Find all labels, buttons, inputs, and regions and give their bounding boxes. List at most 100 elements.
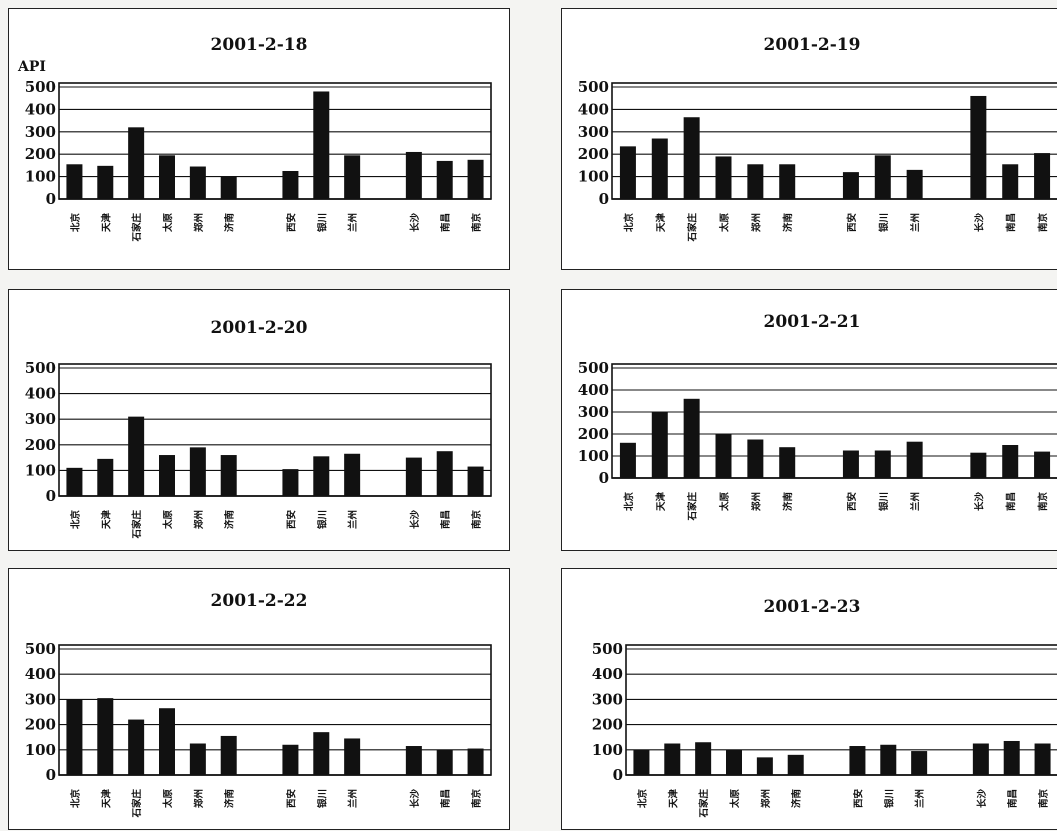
bar (220, 455, 237, 496)
y-tick-label: 400 (25, 665, 56, 683)
y-tick-label: 300 (592, 690, 623, 708)
x-tick-label: 兰州 (347, 789, 359, 808)
bar (715, 434, 732, 478)
y-tick-label: 400 (25, 385, 56, 403)
x-tick-label: 石家庄 (687, 213, 699, 243)
y-tick-label: 100 (25, 461, 56, 479)
bar (651, 138, 668, 199)
bar (970, 452, 987, 478)
bar (282, 171, 299, 199)
x-tick-label: 济南 (791, 789, 803, 809)
y-tick-label: 200 (25, 436, 56, 454)
bar (911, 751, 928, 775)
y-tick-label: 200 (25, 716, 56, 734)
x-tick-label: 郑州 (750, 213, 762, 232)
x-tick-label: 济南 (782, 492, 794, 512)
plot-area (625, 644, 1057, 776)
y-tick-label: 100 (578, 168, 609, 186)
bar (282, 744, 299, 775)
y-tick-label: 100 (25, 168, 56, 186)
y-tick-label: 0 (46, 190, 56, 208)
y-axis-label: API (18, 59, 46, 75)
x-tick-label: 长沙 (973, 213, 985, 233)
bar (972, 743, 989, 775)
bar (467, 466, 484, 496)
bar (220, 735, 237, 775)
bar (619, 146, 636, 199)
bar (842, 450, 859, 478)
x-tick-label: 石家庄 (131, 213, 143, 243)
y-tick-label: 500 (25, 640, 56, 658)
x-tick-label: 银川 (878, 213, 890, 232)
bar (906, 169, 923, 199)
bar-chart: 5004003002001000北京 天津 石家庄 太原 郑州 济南 西安 银川 兰州 长沙 南昌南… (592, 640, 1057, 819)
bar (97, 698, 114, 775)
x-tick-label: 天津 (100, 789, 112, 809)
bar (313, 91, 330, 199)
x-tick-label: 太原 (729, 789, 741, 809)
y-tick-label: 400 (25, 100, 56, 118)
bar (1034, 743, 1051, 775)
bar (66, 164, 83, 199)
x-tick-label: 长沙 (409, 789, 421, 809)
bar (1034, 451, 1051, 478)
x-tick-label: 石家庄 (131, 789, 143, 819)
bar-chart: 5004003002001000北京 天津 石家庄 太原 郑州 济南 西安 银川 兰州 长沙 南昌南… (578, 78, 1057, 243)
x-tick-label: 南京 (471, 789, 483, 809)
bar (633, 749, 650, 775)
y-tick-label: 500 (578, 78, 609, 96)
chart-panel-1: 2001-2-18 API 500 400 300 200 100 0 北京 天津 石家庄 太原郑… (8, 8, 510, 270)
bar (664, 743, 681, 775)
x-tick-label: 南昌 (1005, 213, 1017, 232)
x-tick-label: 北京 (69, 213, 81, 233)
x-tick-label: 石家庄 (131, 510, 143, 540)
y-tick-label: 500 (25, 78, 56, 96)
y-tick-label: 100 (25, 741, 56, 759)
y-tick-label: 0 (613, 766, 623, 784)
x-tick-label: 南京 (1037, 213, 1049, 233)
bar (344, 453, 361, 496)
x-tick-label: 兰州 (910, 492, 922, 511)
chart-panel-6: 2001-2-23 500 400 300 200 100 0 北京 天津 石家庄 太原 郑州 济南 西… (561, 568, 1057, 830)
bar-chart: 5004003002001000北京 天津 石家庄 太原 郑州 济南 西安 银川 兰州 长沙 南昌南… (25, 78, 492, 243)
bar (747, 164, 764, 199)
bar (189, 166, 206, 199)
x-tick-label: 石家庄 (687, 492, 699, 522)
x-tick-label: 济南 (782, 213, 794, 233)
bar (715, 156, 732, 199)
x-tick-label: 济南 (224, 789, 236, 809)
x-tick-label: 南京 (1038, 789, 1050, 809)
y-tick-label: 400 (578, 100, 609, 118)
x-tick-label: 西安 (852, 789, 864, 809)
bar (189, 743, 206, 775)
y-tick-label: 200 (578, 425, 609, 443)
x-tick-label: 长沙 (973, 492, 985, 512)
bar (874, 450, 891, 478)
x-tick-label: 天津 (655, 492, 667, 512)
bar (683, 117, 700, 199)
chart-title: 2001-2-18 (210, 35, 308, 55)
bar (189, 447, 206, 496)
bar (66, 467, 83, 496)
y-tick-label: 500 (592, 640, 623, 658)
bar (66, 699, 83, 775)
x-tick-label: 郑州 (193, 510, 205, 529)
x-tick-label: 南昌 (440, 510, 452, 529)
x-tick-label: 太原 (719, 492, 731, 512)
bar (436, 160, 453, 199)
x-tick-label: 银川 (878, 492, 890, 511)
plot-area (58, 644, 492, 776)
bar (779, 164, 796, 199)
y-tick-label: 100 (578, 447, 609, 465)
bar (787, 754, 804, 775)
bar (842, 172, 859, 199)
y-tick-label: 200 (578, 145, 609, 163)
x-tick-label: 济南 (224, 510, 236, 530)
chart-title: 2001-2-21 (763, 312, 861, 332)
x-tick-label: 北京 (636, 789, 648, 809)
bar-chart: 5004003002001000北京 天津 石家庄 太原 郑州 济南 西安 银川 兰州 长沙 南昌南… (25, 640, 492, 819)
x-tick-label: 兰州 (347, 510, 359, 529)
bar (313, 732, 330, 775)
bar (779, 447, 796, 478)
bar (405, 151, 422, 199)
